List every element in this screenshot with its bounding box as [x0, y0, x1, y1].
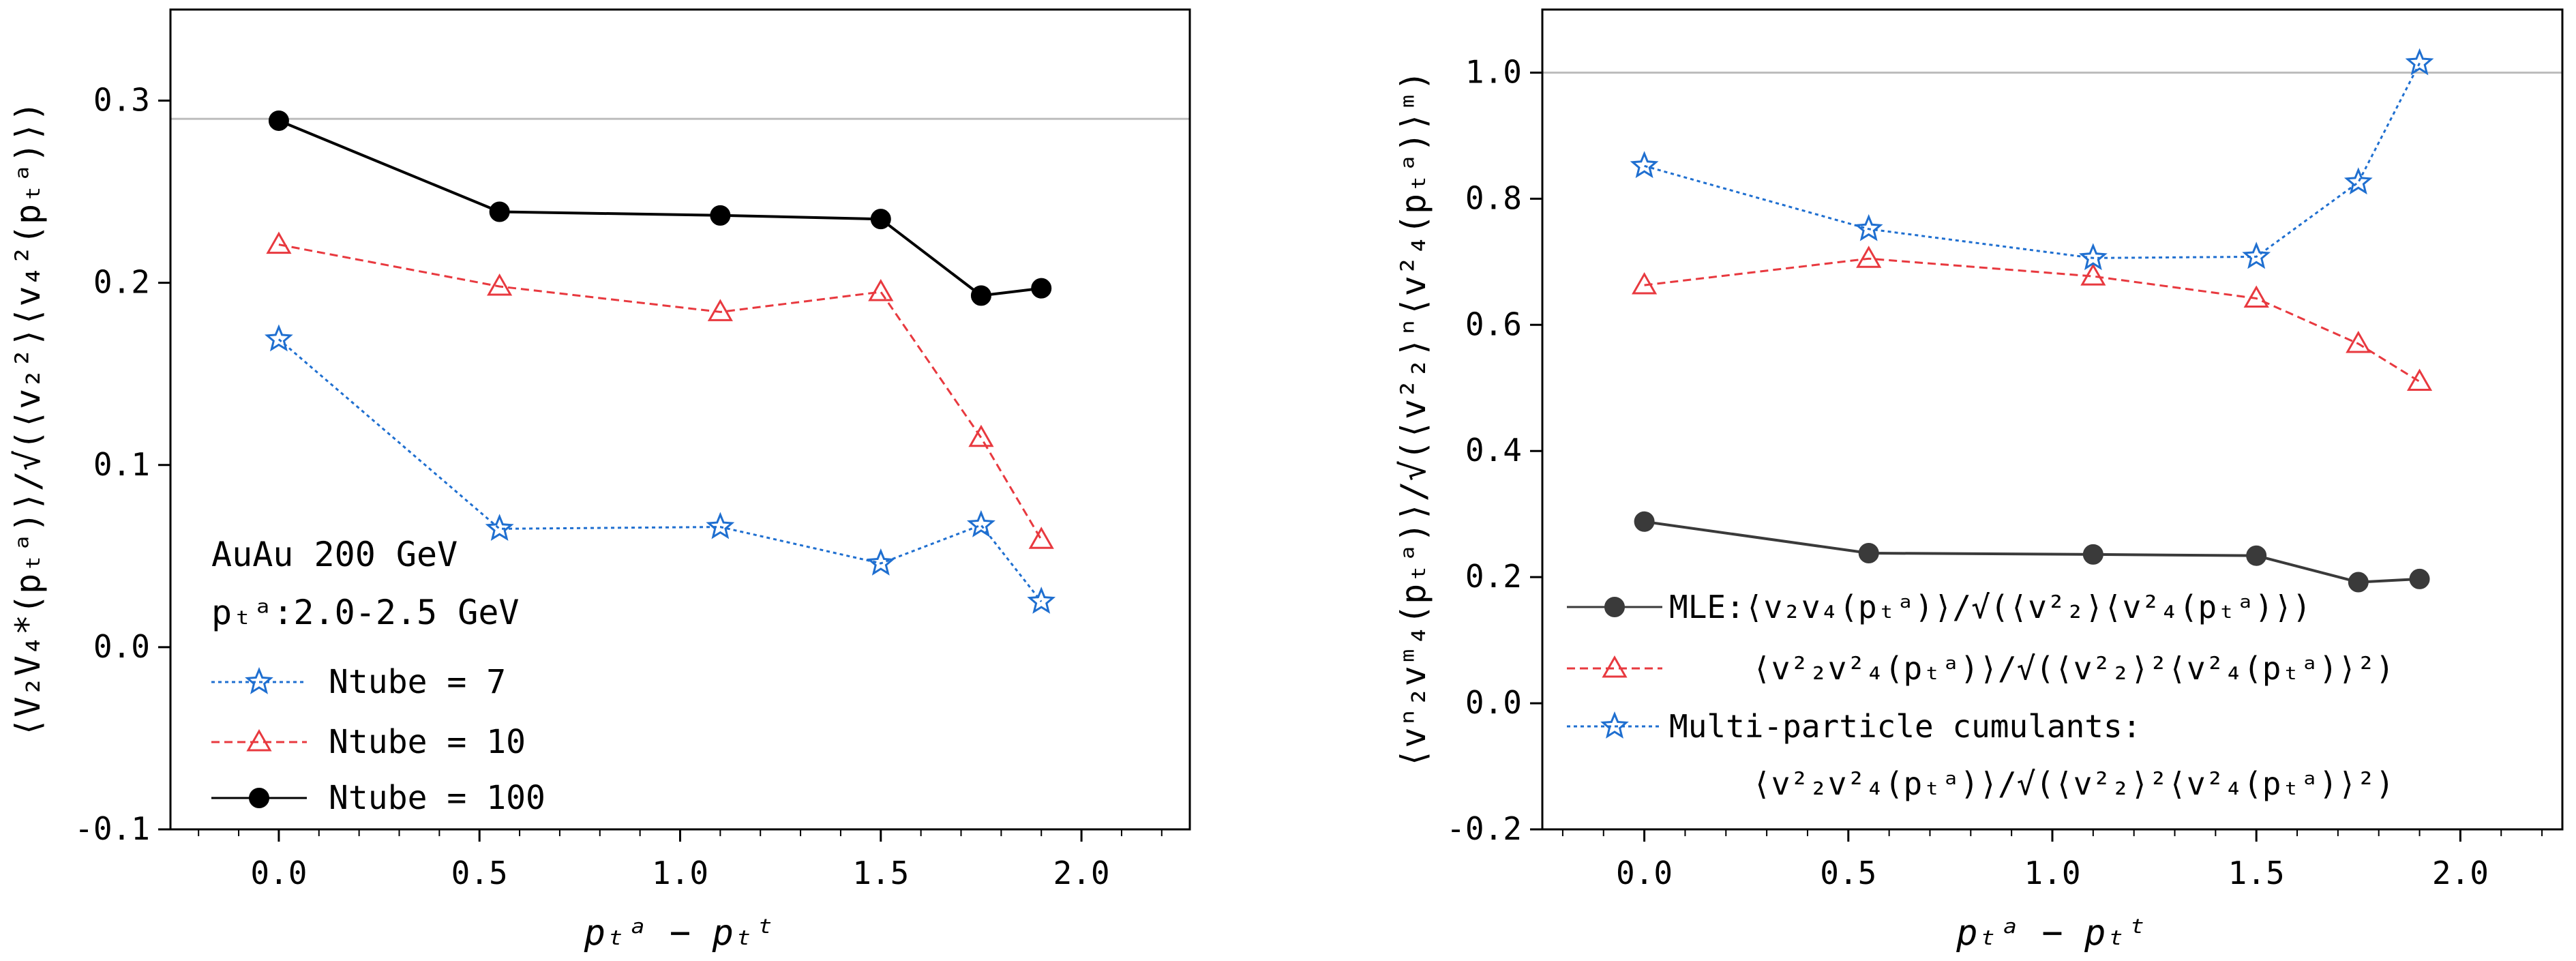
left-chart-panel: 0.0 0.5 1.0 1.5 2.0 -0.1 0.0 0.1 0.2 0.3 pₜᵃ − pₜᵗ…: [8, 8, 1191, 953]
data-point: [2406, 368, 2433, 391]
y-tick-label: 1.0: [1465, 53, 1522, 90]
data-point: [265, 324, 293, 352]
data-point: [268, 110, 289, 131]
series-0: [265, 324, 1056, 614]
legend-label: MLE:⟨v₂v₄(pₜᵃ)⟩/√(⟨v²₂⟩⟨v²₄(pₜᵃ)⟩): [1669, 589, 2311, 625]
x-tick-label: 0.5: [451, 855, 508, 891]
data-point: [707, 299, 733, 321]
legend: Ntube = 7 Ntube = 10 Ntube = 100: [211, 663, 545, 817]
legend-label: ⟨v²₂v²₄(pₜᵃ)⟩/√(⟨v²₂⟩²⟨v²₄(pₜᵃ)⟩²): [1752, 650, 2395, 687]
x-tick-label: 0.5: [1820, 855, 1876, 891]
data-point: [2343, 167, 2373, 195]
x-tick-label: 2.0: [1053, 855, 1110, 891]
data-point: [487, 273, 513, 296]
y-tick-label: -0.1: [74, 810, 150, 847]
data-point: [2082, 544, 2103, 565]
series-line: [278, 338, 1043, 603]
series-line: [1644, 257, 2421, 383]
x-tick-label: 1.5: [2228, 855, 2285, 891]
data-point: [2348, 572, 2369, 593]
y-axis-label: ⟨V₂V₄*(pₜᵃ)⟩/√(⟨v₂²⟩⟨v₄²(pₜᵃ)⟩): [8, 101, 48, 737]
data-point: [1854, 213, 1883, 241]
series-2: [1630, 48, 2434, 271]
y-tick-label: 0.2: [93, 264, 150, 301]
x-tick-label: 1.0: [652, 855, 708, 891]
data-point: [2243, 285, 2269, 308]
series-1: [1632, 246, 2433, 391]
x-tick-label: 0.0: [250, 855, 307, 891]
legend-marker: [249, 788, 269, 808]
y-tick-label: 0.2: [1465, 558, 1522, 595]
data-point: [485, 514, 514, 541]
annotation-text: AuAu 200 GeV: [211, 535, 458, 574]
data-point: [2405, 48, 2434, 76]
x-tick-label: 0.0: [1616, 855, 1673, 891]
legend: MLE:⟨v₂v₄(pₜᵃ)⟩/√(⟨v²₂⟩⟨v²₄(pₜᵃ)⟩) ⟨v²₂v²…: [1567, 589, 2395, 802]
legend-marker: [1602, 655, 1628, 678]
data-point: [2078, 243, 2108, 271]
legend-marker: [245, 667, 273, 694]
legend-marker: [1604, 597, 1625, 617]
y-tick-label: 0.0: [1465, 684, 1522, 721]
x-axis-label: pₜᵃ − pₜᵗ: [584, 913, 777, 953]
data-point: [2346, 331, 2371, 353]
data-point: [967, 509, 995, 537]
data-point: [868, 278, 894, 301]
data-point: [2242, 241, 2271, 269]
legend-label: Ntube = 7: [329, 663, 506, 701]
y-tick-label: 0.6: [1465, 306, 1522, 342]
series-1: [266, 231, 1054, 549]
data-point: [1630, 151, 1659, 179]
legend-label-continued: ⟨v²₂v²₄(pₜᵃ)⟩/√(⟨v²₂⟩²⟨v²₄(pₜᵃ)⟩²): [1752, 765, 2395, 802]
plot-frame: [1541, 8, 2564, 831]
data-point: [710, 205, 731, 226]
data-point: [2409, 568, 2430, 589]
data-point: [1634, 511, 1655, 532]
x-tick-label: 2.0: [2432, 855, 2489, 891]
plot-frame: [169, 8, 1191, 831]
annotation-text: pₜᵃ:2.0-2.5 GeV: [211, 593, 520, 632]
data-point: [968, 424, 994, 447]
data-point: [2246, 545, 2267, 566]
legend-marker: [246, 728, 272, 752]
y-tick-label: 0.8: [1465, 179, 1522, 216]
x-tick-label: 1.0: [2024, 855, 2080, 891]
data-point: [1028, 527, 1054, 549]
series-line: [278, 243, 1043, 541]
data-point: [1031, 278, 1052, 299]
x-axis-label: pₜᵃ − pₜᵗ: [1956, 913, 2148, 953]
series-line: [1644, 62, 2421, 259]
data-point: [1858, 543, 1879, 564]
y-tick-label: -0.2: [1446, 810, 1522, 847]
series-line: [278, 119, 1042, 297]
series-line: [1644, 520, 2420, 584]
series-2: [268, 110, 1052, 306]
y-tick-label: 0.0: [93, 628, 150, 665]
x-tick-label: 1.5: [852, 855, 909, 891]
y-axis-label: ⟨vⁿ₂vᵐ₄(pₜᵃ)⟩/√(⟨v²₂⟩ⁿ⟨v²₄(pₜᵃ)⟩ᵐ): [1394, 70, 1433, 769]
legend-label: Ntube = 10: [329, 723, 526, 761]
series-0: [1634, 511, 2430, 593]
legend-label: Ntube = 100: [329, 779, 545, 817]
y-tick-label: 0.1: [93, 446, 150, 483]
data-point: [706, 512, 735, 539]
data-point: [1027, 587, 1056, 614]
data-point: [266, 231, 292, 254]
data-point: [970, 285, 991, 306]
right-chart-panel: 0.0 0.5 1.0 1.5 2.0 -0.2 0.0 0.2 0.4 0.6 0.8 1.0 pₜᵃ…: [1394, 8, 2564, 953]
data-point: [1632, 272, 1658, 295]
legend-marker: [1600, 711, 1629, 739]
data-point: [2080, 263, 2106, 286]
data-point: [866, 548, 895, 576]
y-tick-label: 0.3: [93, 82, 150, 119]
data-point: [1856, 246, 1882, 268]
data-point: [489, 201, 510, 222]
y-tick-label: 0.4: [1465, 432, 1522, 469]
legend-label: Multi-particle cumulants:: [1669, 708, 2141, 745]
data-point: [870, 209, 891, 230]
